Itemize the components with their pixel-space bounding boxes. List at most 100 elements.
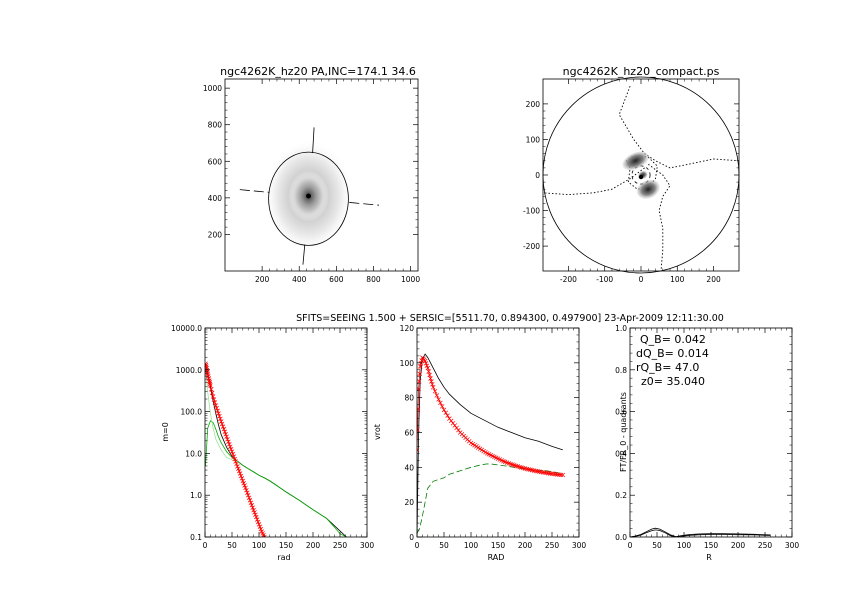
panel-vrot-series-2-marker [549,471,555,477]
panel-m0-profile-series-3-marker [220,424,226,429]
panel-m0-profile-series-3-marker [256,522,262,527]
panel-m0-profile-series-3-marker [235,464,240,469]
annotation-rq-b: rQ_B= 47.0 [636,361,699,374]
isophote-ellipse [268,151,349,246]
panel-m0-profile-xlabel: rad [277,553,290,562]
panel-m0-profile-series-3-marker [262,534,267,537]
annotation-q-b: Q_B= 0.042 [640,333,706,346]
panel-m0-profile-series-3-marker [242,483,247,488]
panel-vrot-series-2-marker [430,384,436,390]
panel-vrot-series-2-marker [438,400,443,406]
panel-galaxy-image-xtick-label: 200 [255,275,270,284]
panel-galaxy-image-ytick-label: 800 [208,121,223,130]
panel-vrot-series-2-marker [533,468,539,474]
panel-vrot-series-2-marker [441,407,447,413]
panel-m0-profile-ylabel: m=0 [161,422,170,442]
panel-vrot-xlabel: RAD [488,553,505,562]
panel-vrot-frame [416,327,580,538]
panel-quadrants-ytick-label: 0.0 [615,533,627,542]
panel-vrot-xtick-label: 100 [464,541,479,550]
panel-m0-profile-series-3-marker [226,439,231,445]
panel-vrot-series-2-marker [556,472,562,477]
panel-vrot-series-2-marker [422,358,428,364]
panel-vrot-series-2-marker [555,472,560,477]
panel-m0-profile-series-3-marker [251,507,256,513]
panel-m0-profile-series-3-marker [258,526,264,532]
panel-vrot-series-2-marker [447,416,452,421]
panel-vrot-series-2-marker [542,470,548,475]
panel-m0-profile-series-1-line [205,420,347,537]
panel-vrot-xtick-label: 150 [491,541,506,550]
panel-vrot-series-2-marker [429,379,434,384]
panel-m0-profile-xtick-label: 200 [306,541,321,550]
panel-galaxy-image-xtick-label: 400 [292,275,307,284]
panel-m0-profile-xtick-label: 250 [333,541,348,550]
panel-m0-profile-xtick-label: 50 [227,541,237,550]
panel-m0-profile-series-3-marker [230,451,236,457]
bar-blob-0 [622,151,649,171]
panel-vrot-series-2-marker [417,379,422,384]
panel-m0-profile-ytick-label: 1000.0 [176,366,202,375]
minor-axis-right [349,202,380,206]
panel-m0-profile-series-3-marker [213,403,219,408]
panel-galaxy-image-title: ngc4262K_hz20 PA,INC=174.1 34.6 [220,65,416,78]
panel-vrot-ytick-label: 0 [409,533,414,542]
panel-vrot-series-2-marker [560,472,566,478]
panel-compact-contour-ytick-label: 100 [526,135,541,144]
panel-vrot-xtick-label: 250 [545,541,560,550]
panel-compact-contour-ytick-label: 200 [526,100,541,109]
panel-m0-profile-ytick-label: 10000.0 [171,324,202,333]
center-marker [638,174,644,180]
panel-vrot-series-2-marker [546,470,551,476]
panel-m0-profile-series-3-marker [250,505,255,510]
panel-m0-profile-ytick-label: 1.0 [190,491,202,500]
panel-m0-profile-xtick-label: 100 [252,541,267,550]
panel-m0-profile-series-3-marker [233,459,238,464]
panel-m0-profile-series-3-marker [229,449,235,454]
panel-m0-profile-series-3-marker [247,497,253,503]
panel-vrot-series-2-marker [537,469,542,474]
panel-quadrants-ytick-label: 0.4 [615,449,627,458]
panel-m0-profile-series-3-marker [255,519,261,525]
panel-vrot-ytick-label: 60 [404,429,414,438]
panel-m0-profile-series-3-marker [211,397,217,402]
panel-vrot-xtick-label: 0 [415,541,420,550]
panel-m0-profile-series-3-marker [212,400,218,405]
panel-vrot-series-2-marker [535,469,540,474]
panel-m0-profile-series-3-marker [249,502,255,508]
panel-m0-profile-series-3-marker [205,361,208,366]
panel-m0-profile-series-2-line [205,366,238,462]
panel-m0-profile-series-3-marker [227,444,233,450]
panel-m0-profile-ytick-label: 100.0 [181,408,203,417]
panel-quadrants-ylabel: FT/FR_0 - quadrants [619,392,628,472]
panel-m0-profile-series-3-marker [225,437,230,442]
panel-m0-profile-series-3-marker [241,480,246,486]
panel-vrot-xtick-label: 300 [572,541,587,550]
bar-blob-2 [637,170,648,180]
panel-vrot-series-2-marker [425,365,431,371]
panel-m0-profile-series-3-marker [227,442,232,447]
panel-vrot-series-2-marker [445,413,450,418]
panel-m0-profile-series-3-marker [222,429,228,434]
panel-m0-profile-series-3-marker [239,476,245,481]
panel-m0-profile-ytick-label: 0.1 [190,533,202,542]
panel-quadrants-xlabel: R [706,553,712,562]
panel-vrot-series-2-marker [439,404,445,409]
panel-m0-profile-series-3-marker [236,468,242,474]
panel-vrot-series-2-marker [540,470,546,475]
panel-vrot-series-2-marker [428,376,433,381]
panel-vrot: 0 50 100 150 200 250 300 0 20 40 60 80 100 120 RAD vr… [373,324,586,562]
panel-m0-profile-series-3-marker [252,510,257,515]
panel-vrot-ytick-label: 80 [404,394,414,403]
panel-m0-profile-series-3-marker [237,471,243,476]
panel-m0-profile-series-3-marker [207,381,213,387]
annotation-dq-b: dQ_B= 0.014 [636,347,709,360]
panel-vrot-series-2-marker [450,420,456,426]
panel-vrot-series-2-marker [436,397,441,402]
panel-m0-profile-series-3-marker [244,488,249,493]
panel-m0-profile-series-3-marker [228,446,234,452]
panel-m0-profile-xtick-label: 150 [279,541,294,550]
panel-vrot-series-2-marker [426,369,431,374]
panel-vrot-ytick-label: 120 [400,324,415,333]
